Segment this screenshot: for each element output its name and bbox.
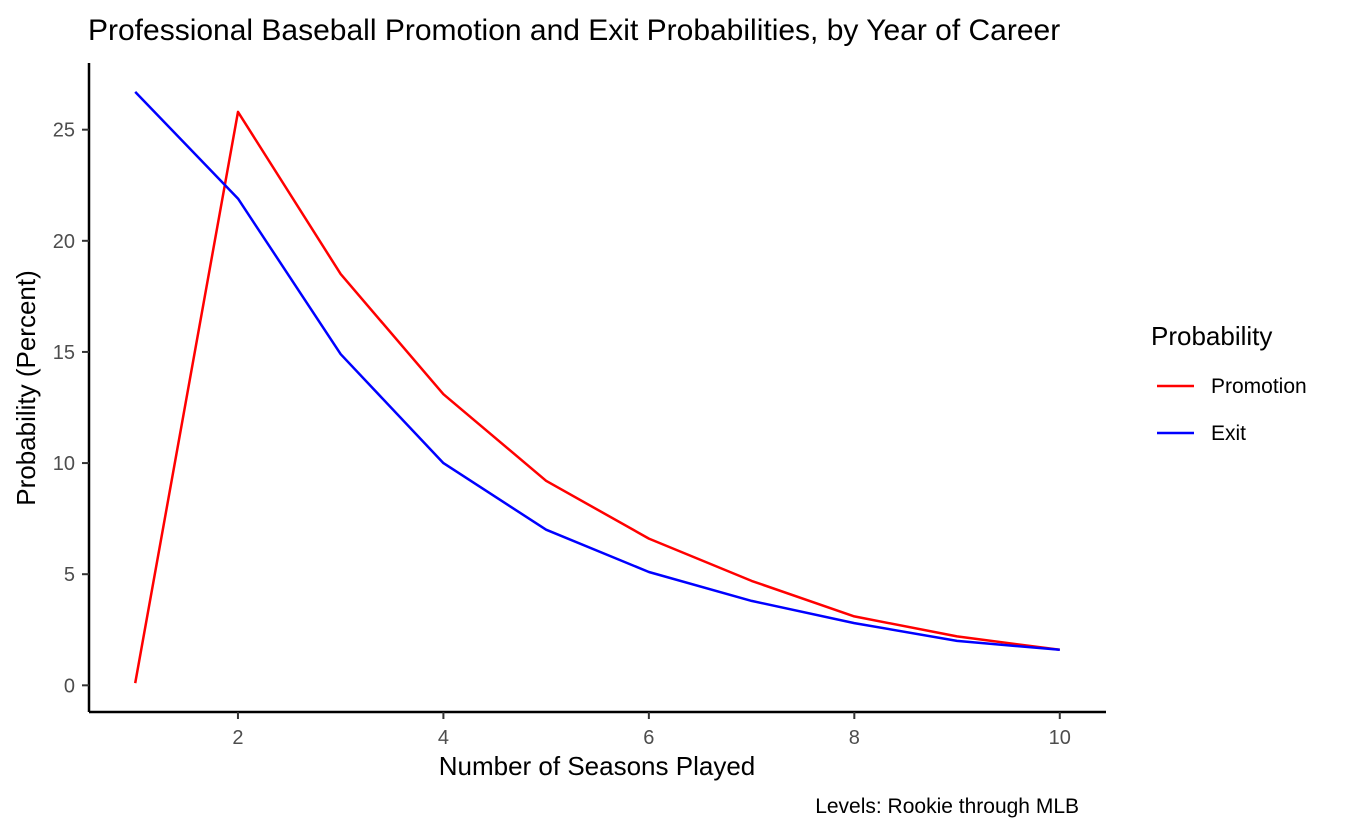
series-line-exit bbox=[134, 91, 1060, 652]
legend-label-promotion: Promotion bbox=[1211, 375, 1307, 398]
x-tick-label: 10 bbox=[1049, 727, 1071, 749]
axes bbox=[87, 63, 1106, 714]
x-axis-label: Number of Seasons Played bbox=[439, 751, 756, 781]
y-tick-label: 15 bbox=[53, 342, 75, 364]
x-axis-ticks: 2 4 6 8 10 bbox=[232, 712, 1071, 749]
chart-caption: Levels: Rookie through MLB bbox=[815, 795, 1079, 818]
legend-items: Promotion Exit bbox=[1157, 375, 1307, 445]
legend-label-exit: Exit bbox=[1211, 422, 1246, 445]
y-tick-label: 5 bbox=[64, 564, 75, 586]
legend-title: Probability bbox=[1151, 321, 1272, 351]
y-tick-label: 0 bbox=[64, 675, 75, 697]
x-tick-label: 8 bbox=[849, 727, 860, 749]
x-tick-label: 4 bbox=[438, 727, 449, 749]
legend: Probability Promotion Exit bbox=[1151, 321, 1307, 445]
series-lines bbox=[133, 91, 1060, 684]
y-tick-label: 10 bbox=[53, 453, 75, 475]
y-tick-label: 25 bbox=[53, 120, 75, 142]
x-tick-label: 2 bbox=[232, 727, 243, 749]
chart-title: Professional Baseball Promotion and Exit… bbox=[88, 14, 1060, 47]
y-tick-label: 20 bbox=[53, 231, 75, 253]
series-line-promotion bbox=[133, 110, 1060, 684]
y-axis-ticks: 0 5 10 15 20 25 bbox=[53, 120, 89, 697]
x-tick-label: 6 bbox=[643, 727, 654, 749]
y-axis-label: Probability (Percent) bbox=[11, 270, 41, 506]
